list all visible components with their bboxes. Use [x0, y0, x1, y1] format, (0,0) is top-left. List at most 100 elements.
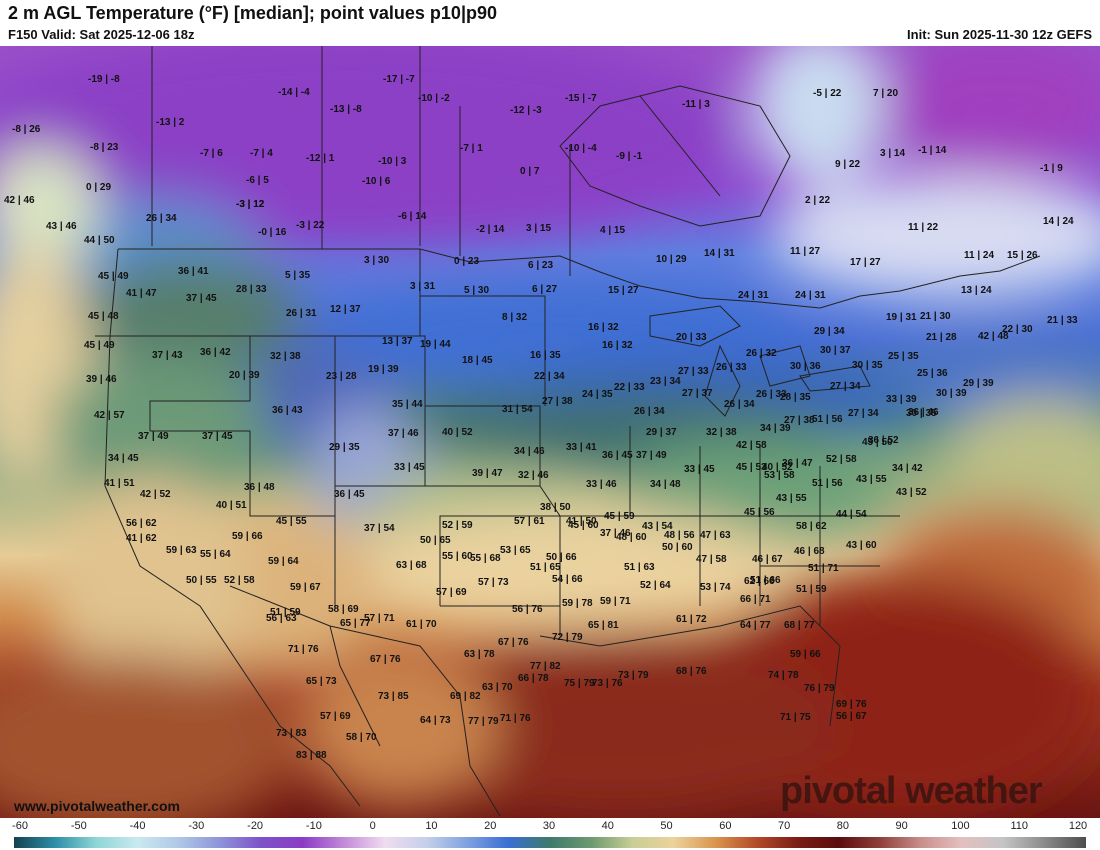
point-value-label: 57 | 69: [436, 587, 467, 598]
point-value-label: 75 | 79: [564, 678, 595, 689]
colorbar-tick: 20: [484, 820, 497, 832]
point-value-label: 43 | 46: [46, 221, 77, 232]
point-value-label: 48 | 56: [664, 530, 695, 541]
point-value-label: 43 | 60: [846, 540, 877, 551]
point-value-label: 40 | 52: [442, 427, 473, 438]
point-value-label: 31 | 54: [502, 404, 533, 415]
point-value-label: 43 | 54: [642, 521, 673, 532]
colorbar-tick: -10: [305, 820, 322, 832]
point-value-label: -12 | 1: [306, 153, 335, 164]
point-value-label: 26 | 33: [756, 389, 787, 400]
point-value-label: 57 | 61: [514, 516, 545, 527]
point-value-label: -19 | -8: [88, 74, 120, 85]
point-value-label: 36 | 52: [868, 435, 899, 446]
point-value-label: 73 | 79: [618, 670, 649, 681]
point-value-label: 11 | 27: [790, 246, 820, 257]
point-values: -19 | -8 -14 | -4 -17 | -7-10 | -2 -13 | -8…: [4, 74, 1078, 761]
point-value-label: 3 | 15: [526, 223, 551, 234]
point-value-label: 43 | 52: [896, 487, 927, 498]
point-value-label: 65 | 77: [340, 618, 371, 629]
point-value-label: 41 | 51: [104, 478, 135, 489]
point-value-label: 24 | 31: [738, 290, 769, 301]
point-value-label: -10 | -4: [565, 143, 597, 154]
point-value-label: 71 | 76: [500, 713, 531, 724]
point-value-label: 61 | 72: [676, 614, 707, 625]
point-value-label: 23 | 34: [650, 376, 681, 387]
point-value-label: 42 | 46: [4, 195, 35, 206]
point-value-label: 77 | 82: [530, 661, 561, 672]
point-value-label: 73 | 76: [592, 678, 623, 689]
point-value-label: 45 | 55: [276, 516, 307, 527]
point-value-label: 15 | 27: [608, 285, 639, 296]
point-value-label: 47 | 58: [696, 554, 727, 565]
point-value-label: -2 | 14: [476, 224, 505, 235]
point-value-label: 54 | 66: [552, 574, 583, 585]
point-value-label: 13 | 37: [382, 336, 413, 347]
point-value-label: 45 | 56: [744, 507, 775, 518]
credit-url[interactable]: www.pivotalweather.com: [14, 798, 180, 814]
point-value-label: 51 | 71: [808, 563, 839, 574]
point-value-label: 16 | 32: [588, 322, 619, 333]
point-value-label: 3 | 30: [364, 255, 389, 266]
colorbar-tick: 30: [542, 820, 556, 832]
point-value-label: 11 | 22: [908, 222, 938, 233]
colorbar-tick: 0: [369, 820, 376, 832]
colorbar-tick: 40: [601, 820, 614, 832]
point-value-label: 20 | 33: [676, 332, 707, 343]
point-value-label: -3 | 22: [296, 220, 325, 231]
point-value-label: 57 | 73: [478, 577, 509, 588]
point-value-label: 71 | 76: [288, 644, 319, 655]
point-value-label: 33 | 45: [394, 462, 425, 473]
point-value-label: 36 | 45: [602, 450, 633, 461]
point-value-label: -7 | 1: [460, 143, 483, 154]
point-value-label: 69 | 82: [450, 691, 481, 702]
point-value-label: 76 | 79: [804, 683, 835, 694]
point-value-label: 45 | 60: [568, 520, 599, 531]
point-value-label: -10 | 6: [362, 176, 391, 187]
point-value-label: 24 | 35: [582, 389, 613, 400]
header: 2 m AGL Temperature (°F) [median]; point…: [0, 0, 1100, 46]
point-value-label: 16 | 32: [602, 340, 633, 351]
point-value-label: 19 | 31: [886, 312, 917, 323]
point-value-label: -5 | 22: [813, 88, 842, 99]
point-value-label: 73 | 83: [276, 728, 307, 739]
point-value-label: 26 | 33: [716, 362, 747, 373]
colorbar-tick: -20: [247, 820, 264, 832]
point-value-label: 42 | 58: [736, 440, 767, 451]
point-value-label: 32 | 38: [270, 351, 301, 362]
point-value-label: 44 | 50: [84, 235, 115, 246]
map-title: 2 m AGL Temperature (°F) [median]; point…: [8, 3, 497, 23]
point-value-label: -7 | 4: [250, 148, 273, 159]
point-value-label: 30 | 35: [906, 408, 937, 419]
point-value-label: 20 | 39: [229, 370, 260, 381]
colorbar-gradient: [14, 837, 1086, 848]
point-value-label: 14 | 31: [704, 248, 735, 259]
point-value-label: 58 | 70: [346, 732, 377, 743]
point-value-label: 23 | 28: [326, 371, 357, 382]
point-value-label: 33 | 39: [886, 394, 917, 405]
point-value-label: 39 | 46: [86, 374, 117, 385]
point-value-label: -3 | 12: [236, 199, 265, 210]
point-value-label: 13 | 24: [961, 285, 992, 296]
point-value-label: -3 | 12: [236, 199, 265, 210]
point-value-label: -11 | 3: [682, 99, 710, 110]
point-value-label: 59 | 66: [790, 649, 821, 660]
point-value-label: 6 | 27: [532, 284, 557, 295]
point-value-label: 62 | 66: [744, 576, 775, 587]
boundaries: [95, 46, 1041, 817]
point-value-label: 65 | 73: [306, 676, 337, 687]
point-value-label: 27 | 34: [830, 381, 861, 392]
init-time: Init: Sun 2025-11-30 12z GEFS: [907, 27, 1092, 42]
point-value-label: 29 | 39: [963, 378, 994, 389]
point-value-label: 51 | 59: [270, 607, 301, 618]
point-value-label: 37 | 46: [388, 428, 419, 439]
colorbar-tick: -60: [12, 820, 28, 832]
point-value-label: 3 | 14: [880, 148, 905, 159]
point-value-label: 37 | 49: [138, 431, 169, 442]
point-value-label: 56 | 67: [836, 711, 867, 722]
point-value-label: -6 | 14: [398, 211, 427, 222]
point-value-label: 64 | 73: [420, 715, 451, 726]
point-value-label: 40 | 52: [762, 462, 793, 473]
point-value-label: 27 | 38: [784, 415, 815, 426]
colorbar-tick: 120: [1068, 820, 1088, 832]
